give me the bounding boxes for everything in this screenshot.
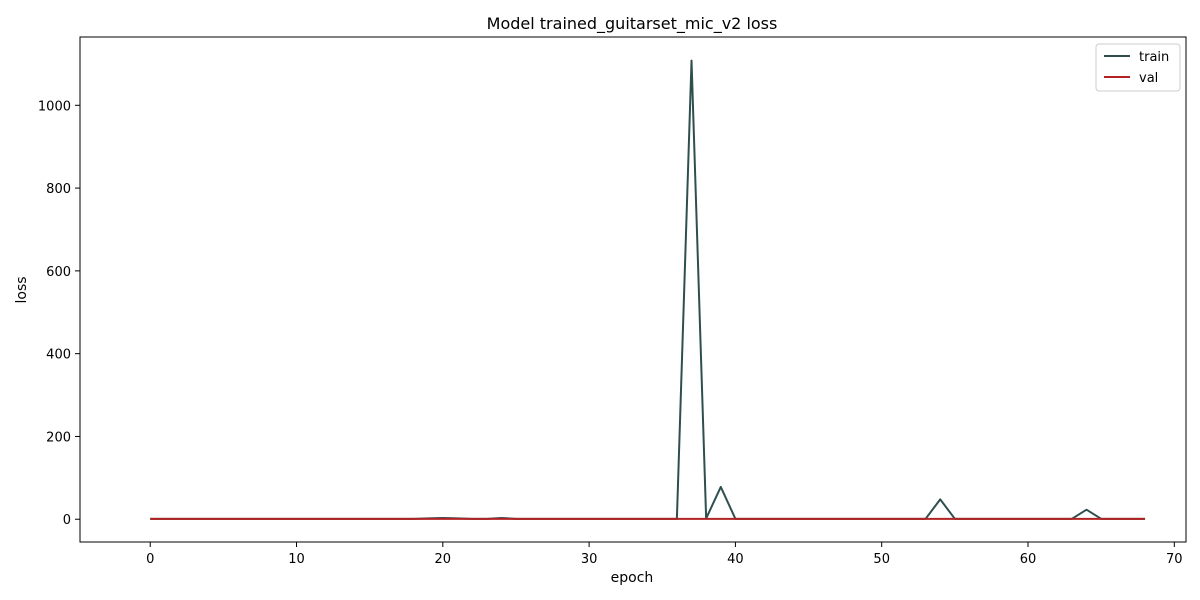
- y-tick-label: 400: [46, 348, 71, 363]
- y-tick-label: 0: [63, 513, 71, 528]
- x-tick-label: 40: [727, 552, 744, 567]
- x-tick-label: 0: [146, 552, 154, 567]
- y-axis: 0 200 400 600 800 1000: [38, 99, 80, 528]
- chart-title: Model trained_guitarset_mic_v2 loss: [487, 14, 778, 34]
- x-tick-label: 30: [581, 552, 598, 567]
- y-tick-label: 200: [46, 430, 71, 445]
- y-tick-label: 800: [46, 182, 71, 197]
- x-tick-label: 60: [1020, 552, 1037, 567]
- x-tick-label: 20: [435, 552, 452, 567]
- legend: train val: [1095, 43, 1181, 92]
- x-axis-label: epoch: [611, 570, 654, 586]
- legend-train-label: train: [1139, 50, 1169, 65]
- x-axis: 0 10 20 30 40 50 60 70: [146, 542, 1183, 567]
- series-line-train: [150, 59, 1146, 520]
- y-tick-label: 1000: [38, 99, 71, 114]
- axes-frame: [79, 36, 1187, 543]
- x-tick-label: 10: [288, 552, 305, 567]
- y-tick-label: 600: [46, 265, 71, 280]
- legend-val-label: val: [1139, 71, 1158, 86]
- x-tick-label: 50: [873, 552, 890, 567]
- y-axis-label: loss: [14, 276, 30, 303]
- plot-area: [150, 59, 1146, 520]
- x-tick-label: 70: [1166, 552, 1183, 567]
